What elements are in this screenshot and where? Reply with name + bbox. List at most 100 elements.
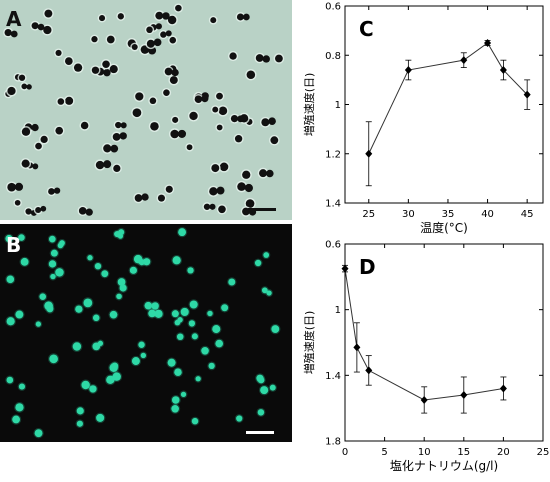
- cell: [275, 54, 283, 63]
- data-point: [365, 366, 373, 375]
- cell: [229, 52, 237, 60]
- cell: [116, 293, 122, 300]
- cell: [55, 268, 64, 277]
- cell: [49, 354, 58, 364]
- cell: [26, 84, 32, 90]
- y-tick-label: 0.6: [325, 240, 341, 251]
- cell: [203, 203, 211, 210]
- cell: [50, 273, 56, 280]
- cell: [5, 234, 13, 243]
- cell: [12, 415, 21, 424]
- cell: [153, 38, 162, 47]
- cell: [76, 407, 84, 415]
- cell: [132, 108, 142, 118]
- cell: [142, 258, 151, 266]
- data-point: [341, 264, 349, 273]
- cell: [46, 305, 54, 313]
- cell: [57, 98, 65, 105]
- cell: [119, 132, 127, 140]
- cell: [40, 135, 48, 144]
- x-axis-label: 塩化ナトリウム(g/l): [390, 458, 498, 473]
- cell: [141, 193, 149, 201]
- x-tick-label: 25: [537, 447, 550, 458]
- cell: [59, 240, 65, 246]
- cell: [21, 159, 30, 168]
- cell: [96, 413, 105, 422]
- cell: [151, 302, 159, 310]
- cell: [211, 164, 220, 173]
- cell: [268, 117, 276, 125]
- cell: [261, 118, 270, 127]
- cell: [261, 287, 268, 294]
- cell: [210, 17, 217, 24]
- cell: [172, 256, 181, 265]
- x-tick-label: 10: [418, 447, 431, 458]
- cell: [119, 284, 127, 292]
- cell: [131, 357, 140, 366]
- cell: [25, 208, 32, 215]
- cell: [215, 339, 224, 348]
- cell: [245, 199, 255, 208]
- data-point: [404, 66, 412, 75]
- cell: [106, 35, 115, 44]
- series-line: [344, 268, 504, 401]
- cell: [73, 63, 83, 72]
- cell: [7, 86, 16, 96]
- cell: [234, 135, 243, 143]
- y-axis-label: 増殖速度(日): [302, 73, 316, 137]
- cell: [65, 96, 74, 105]
- cell: [230, 114, 239, 123]
- chart-salinity: 0 5 10 15 20 25 0.6 1 1.4 1.8 D 塩化ナトリウム(g/l) 増殖速度(日): [302, 240, 550, 474]
- cell: [112, 132, 121, 141]
- cell: [171, 404, 179, 413]
- cell: [162, 12, 170, 20]
- cell: [97, 340, 104, 346]
- cell: [48, 260, 57, 268]
- cell: [260, 386, 269, 395]
- phase-contrast-micrograph: A: [0, 0, 292, 220]
- cell: [237, 182, 246, 191]
- cell: [55, 126, 64, 135]
- cell: [216, 92, 223, 100]
- y-tick-label: 1: [335, 100, 341, 111]
- cell: [266, 290, 272, 296]
- cell: [154, 309, 163, 318]
- cell: [257, 409, 265, 416]
- x-tick-label: 20: [497, 447, 510, 458]
- cell: [85, 208, 93, 216]
- x-axis-label: 温度(°C): [420, 220, 468, 235]
- cell: [20, 257, 29, 266]
- cell: [10, 30, 18, 38]
- data-point: [420, 395, 428, 404]
- cell: [236, 13, 244, 21]
- cell: [244, 183, 253, 193]
- cell: [262, 55, 270, 63]
- cell: [189, 300, 198, 309]
- cell: [209, 187, 218, 196]
- plot-frame: [344, 243, 544, 442]
- cell: [165, 185, 173, 193]
- cell: [113, 164, 121, 172]
- cell: [191, 333, 198, 340]
- cell: [91, 66, 100, 74]
- cell: [21, 127, 31, 136]
- cell: [18, 383, 26, 390]
- cell: [32, 163, 39, 170]
- cell: [150, 122, 159, 131]
- cell: [134, 194, 143, 202]
- cell: [117, 278, 126, 286]
- cell: [115, 121, 122, 129]
- x-tick-label: 25: [362, 209, 375, 220]
- cell: [160, 31, 167, 38]
- cell: [35, 206, 42, 214]
- cell: [171, 396, 180, 404]
- cell: [48, 188, 55, 195]
- cell: [103, 160, 112, 169]
- cell: [78, 207, 87, 215]
- cell: [149, 97, 157, 105]
- cell: [174, 368, 182, 376]
- cell: [216, 186, 225, 195]
- cell: [228, 278, 236, 286]
- cell: [72, 342, 82, 351]
- cell-layer: [4, 226, 281, 439]
